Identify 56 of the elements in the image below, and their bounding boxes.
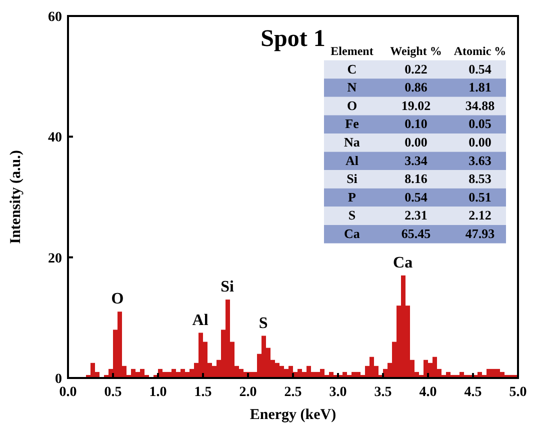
annotation: Na	[344, 134, 360, 150]
annotation: 2.12	[468, 208, 492, 223]
annotation: 8.16	[404, 171, 428, 186]
annotation: O	[111, 290, 124, 308]
annotation: N	[347, 80, 358, 95]
x-tick-label: 3.0	[329, 385, 347, 400]
annotation: S	[348, 208, 356, 223]
annotation: S	[258, 314, 268, 332]
annotation: 47.93	[465, 226, 496, 241]
annotation: Element	[330, 44, 374, 58]
x-axis-title: Energy (keV)	[250, 407, 336, 423]
annotation: P	[348, 189, 356, 204]
annotation: 3.63	[468, 152, 492, 168]
x-tick-label: 0.5	[104, 385, 122, 400]
annotation: Weight %	[390, 44, 442, 58]
annotation: 0.86	[404, 80, 428, 95]
x-tick-label: 1.0	[149, 385, 167, 400]
x-tick-label: 2.0	[239, 385, 257, 400]
annotation: 19.02	[401, 98, 431, 113]
x-tick-label: 2.5	[284, 385, 302, 400]
annotation: 8.53	[468, 171, 492, 186]
annotation: 0.05	[468, 116, 492, 132]
x-tick-label: 4.0	[419, 385, 437, 400]
annotation: 0.00	[468, 134, 492, 150]
annotation: 0.51	[468, 189, 492, 204]
annotation: Atomic %	[454, 44, 506, 58]
y-tick-label: 0	[55, 372, 62, 387]
annotation: 1.81	[468, 80, 492, 95]
annotation: Ca	[393, 254, 413, 272]
annotation: 0.10	[404, 116, 428, 132]
annotation: 0.22	[404, 61, 428, 76]
annotation: Fe	[345, 116, 360, 132]
annotation: 34.88	[465, 98, 496, 113]
x-tick-label: 0.0	[59, 385, 77, 400]
x-tick-label: 5.0	[509, 385, 527, 400]
chart-title: Spot 1	[260, 26, 326, 52]
y-tick-label: 40	[48, 130, 62, 146]
annotation: Si	[346, 171, 358, 186]
annotation: C	[347, 61, 357, 76]
x-tick-label: 3.5	[374, 385, 392, 400]
annotation: 0.54	[404, 189, 428, 204]
y-axis-title: Intensity (a.u.)	[8, 150, 24, 244]
x-tick-label: 4.5	[464, 385, 482, 400]
annotation: Al	[192, 312, 209, 329]
annotation: O	[346, 98, 358, 113]
annotation: 65.45	[401, 226, 432, 241]
annotation: 0.54	[468, 61, 492, 76]
y-tick-label: 60	[48, 10, 62, 25]
annotation: Al	[346, 152, 359, 168]
annotation: Si	[220, 278, 235, 296]
x-tick-label: 1.5	[194, 385, 212, 400]
annotation: 2.31	[404, 208, 428, 223]
annotation: 3.34	[404, 152, 428, 168]
annotation: 0.00	[404, 134, 428, 150]
y-tick-label: 20	[48, 251, 62, 266]
annotation: Ca	[344, 226, 360, 241]
